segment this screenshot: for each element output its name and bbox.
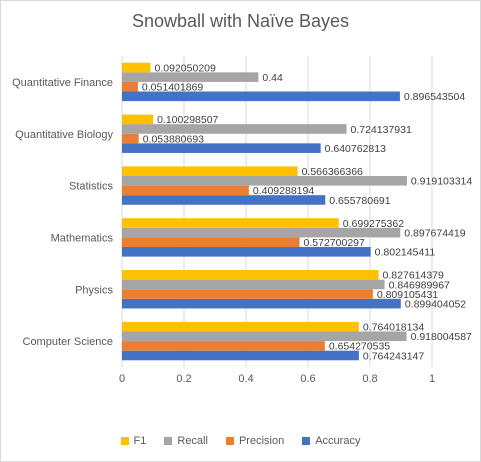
bar-f1: [122, 115, 153, 125]
legend-swatch: [121, 437, 129, 445]
category-label: Mathematics: [51, 232, 114, 244]
bar-recall: [122, 280, 385, 290]
data-label: 0.051401869: [142, 82, 203, 94]
legend-swatch: [302, 437, 310, 445]
legend-label: Precision: [239, 435, 284, 447]
x-tick-label: 0.8: [362, 373, 377, 385]
x-tick-label: 0.4: [238, 373, 253, 385]
data-label: 0.566366366: [302, 166, 363, 178]
data-label: 0.409288194: [253, 185, 314, 197]
legend-item-f1: F1: [121, 435, 147, 447]
data-label: 0.572700297: [304, 237, 365, 249]
legend-label: F1: [134, 435, 147, 447]
bar-precision: [122, 341, 325, 351]
data-label: 0.640762813: [325, 143, 386, 155]
bar-f1: [122, 166, 298, 176]
legend: F1 Recall Precision Accuracy: [1, 435, 480, 447]
bar-precision: [122, 237, 300, 247]
legend-swatch: [164, 437, 172, 445]
bar-f1: [122, 270, 379, 280]
legend-swatch: [226, 437, 234, 445]
bar-precision: [122, 186, 249, 196]
legend-label: Recall: [177, 435, 208, 447]
bar-f1: [122, 322, 359, 332]
bar-precision: [122, 289, 373, 299]
data-label: 0.44: [262, 72, 283, 84]
data-label: 0.764018134: [363, 321, 424, 333]
x-tick-label: 0.6: [300, 373, 315, 385]
category-label: Computer Science: [23, 336, 114, 348]
bar-f1: [122, 63, 151, 73]
data-label: 0.802145411: [375, 247, 436, 259]
category-label: Physics: [75, 284, 113, 296]
bar-recall: [122, 176, 407, 186]
bar-accuracy: [122, 299, 401, 309]
data-label: 0.654270535: [329, 341, 390, 353]
category-label: Quantitative Biology: [15, 129, 113, 141]
data-label: 0.699275362: [343, 218, 404, 230]
data-label: 0.919103314: [411, 176, 472, 188]
data-label: 0.896543504: [404, 91, 465, 103]
bar-precision: [122, 134, 139, 144]
category-label: Quantitative Finance: [12, 77, 113, 89]
legend-item-precision: Precision: [226, 435, 284, 447]
bar-f1: [122, 218, 339, 228]
bar-recall: [122, 124, 346, 134]
data-label: 0.897674419: [404, 227, 465, 239]
data-label: 0.092050209: [155, 62, 216, 74]
bar-precision: [122, 82, 138, 92]
data-label: 0.724137931: [350, 124, 411, 136]
data-label: 0.655780691: [329, 195, 390, 207]
legend-label: Accuracy: [315, 435, 360, 447]
x-tick-label: 1: [429, 373, 435, 385]
x-tick-label: 0.2: [176, 373, 191, 385]
category-label: Statistics: [69, 181, 114, 193]
data-label: 0.100298507: [157, 114, 218, 126]
legend-item-accuracy: Accuracy: [302, 435, 360, 447]
x-tick-label: 0: [119, 373, 125, 385]
data-label: 0.053880693: [143, 133, 204, 145]
data-label: 0.827614379: [383, 270, 444, 282]
legend-item-recall: Recall: [164, 435, 208, 447]
bar-accuracy: [122, 351, 359, 361]
